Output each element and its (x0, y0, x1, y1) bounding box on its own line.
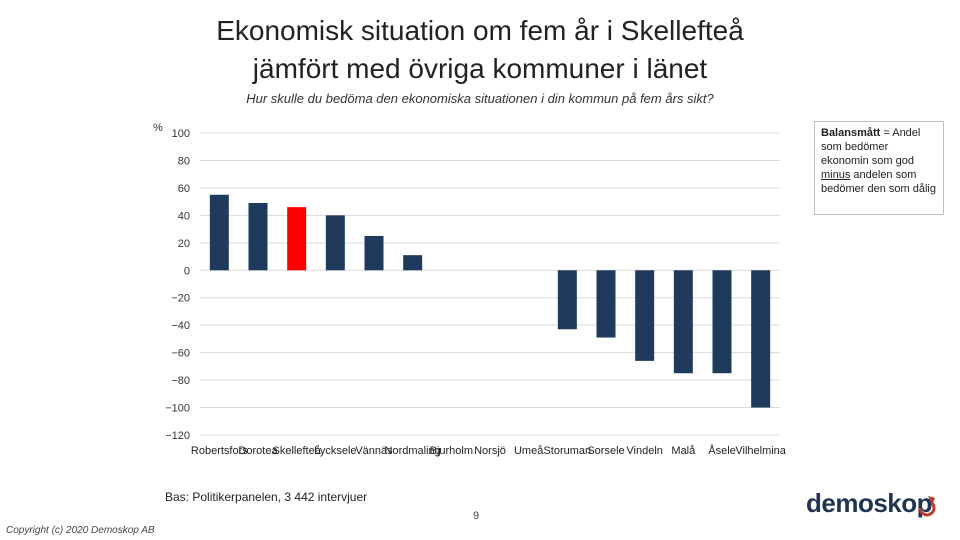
bar-12 (673, 270, 693, 374)
bar-5 (403, 255, 423, 271)
y-tick-label: −120 (165, 430, 190, 442)
y-tick-label: 100 (172, 128, 190, 140)
bar-3 (325, 215, 345, 271)
chart-subtitle: Hur skulle du bedöma den ekonomiska situ… (246, 91, 714, 106)
bar-14 (751, 270, 771, 408)
demoskop-logo: demoskop (806, 488, 933, 518)
note-text-1: = Andel som bedömer ekonomin som god (821, 127, 921, 167)
category-label-8: Umeå (514, 445, 544, 457)
category-label-3: Lycksele (314, 445, 356, 457)
base-note: Bas: Politikerpanelen, 3 442 intervjuer (165, 490, 368, 504)
category-label-7: Norsjö (474, 445, 506, 457)
category-label-6: Bjurholm (430, 445, 473, 457)
bar-1 (248, 203, 268, 271)
title-line-1: Ekonomisk situation om fem år i Skelleft… (216, 15, 744, 46)
title-line-2: jämfört med övriga kommuner i länet (252, 53, 708, 84)
y-tick-label: 40 (178, 210, 190, 222)
y-axis-label: % (153, 122, 163, 134)
y-tick-label: −100 (165, 403, 190, 415)
bar-10 (596, 270, 616, 338)
bar-4 (364, 235, 384, 271)
note-minus: minus (821, 169, 851, 181)
y-tick-label: −80 (171, 375, 190, 387)
y-tick-label: 60 (178, 183, 190, 195)
category-label-12: Malå (671, 445, 696, 457)
y-tick-label: 0 (184, 265, 190, 277)
y-tick-label: 20 (178, 238, 190, 250)
category-label-0: Robertsfors (191, 445, 248, 457)
category-label-14: Vilhelmina (735, 445, 786, 457)
category-label-9: Storuman (543, 445, 591, 457)
logo-arrow-icon (918, 496, 936, 517)
note-term: Balansmått (821, 127, 881, 139)
category-label-2: Skellefteå (273, 445, 322, 457)
y-tick-label: −20 (171, 293, 190, 305)
category-label-11: Vindeln (626, 445, 663, 457)
bar-0 (209, 194, 229, 271)
bar-2 (287, 207, 307, 271)
gridlines (200, 132, 780, 436)
y-tick-label: −60 (171, 348, 190, 360)
bar-13 (712, 270, 732, 374)
chart-title: Ekonomisk situation om fem år i Skelleft… (100, 12, 860, 88)
bar-11 (635, 270, 655, 361)
balance-measure-note: Balansmått = Andel som bedömer ekonomin … (814, 121, 944, 215)
bars (209, 194, 771, 408)
category-label-13: Åsele (708, 444, 736, 457)
note-text-2: andelen som bedömer den som dålig (821, 169, 936, 195)
category-label-1: Dorotea (238, 445, 278, 457)
y-axis-ticks: 100 80 60 40 20 0 −20 −40 −60 −80 −100 −120 (165, 128, 190, 442)
category-label-4: Vännäs (355, 445, 393, 457)
copyright: Copyright (c) 2020 Demoskop AB (6, 525, 155, 536)
category-label-5: Nordmaling (385, 445, 441, 457)
category-label-10: Sorsele (587, 445, 624, 457)
y-tick-label: −40 (171, 320, 190, 332)
x-axis-categories: RobertsforsDoroteaSkellefteåLyckseleVänn… (191, 444, 787, 457)
page-number: 9 (473, 510, 480, 522)
y-tick-label: 80 (178, 155, 190, 167)
bar-9 (557, 270, 577, 330)
